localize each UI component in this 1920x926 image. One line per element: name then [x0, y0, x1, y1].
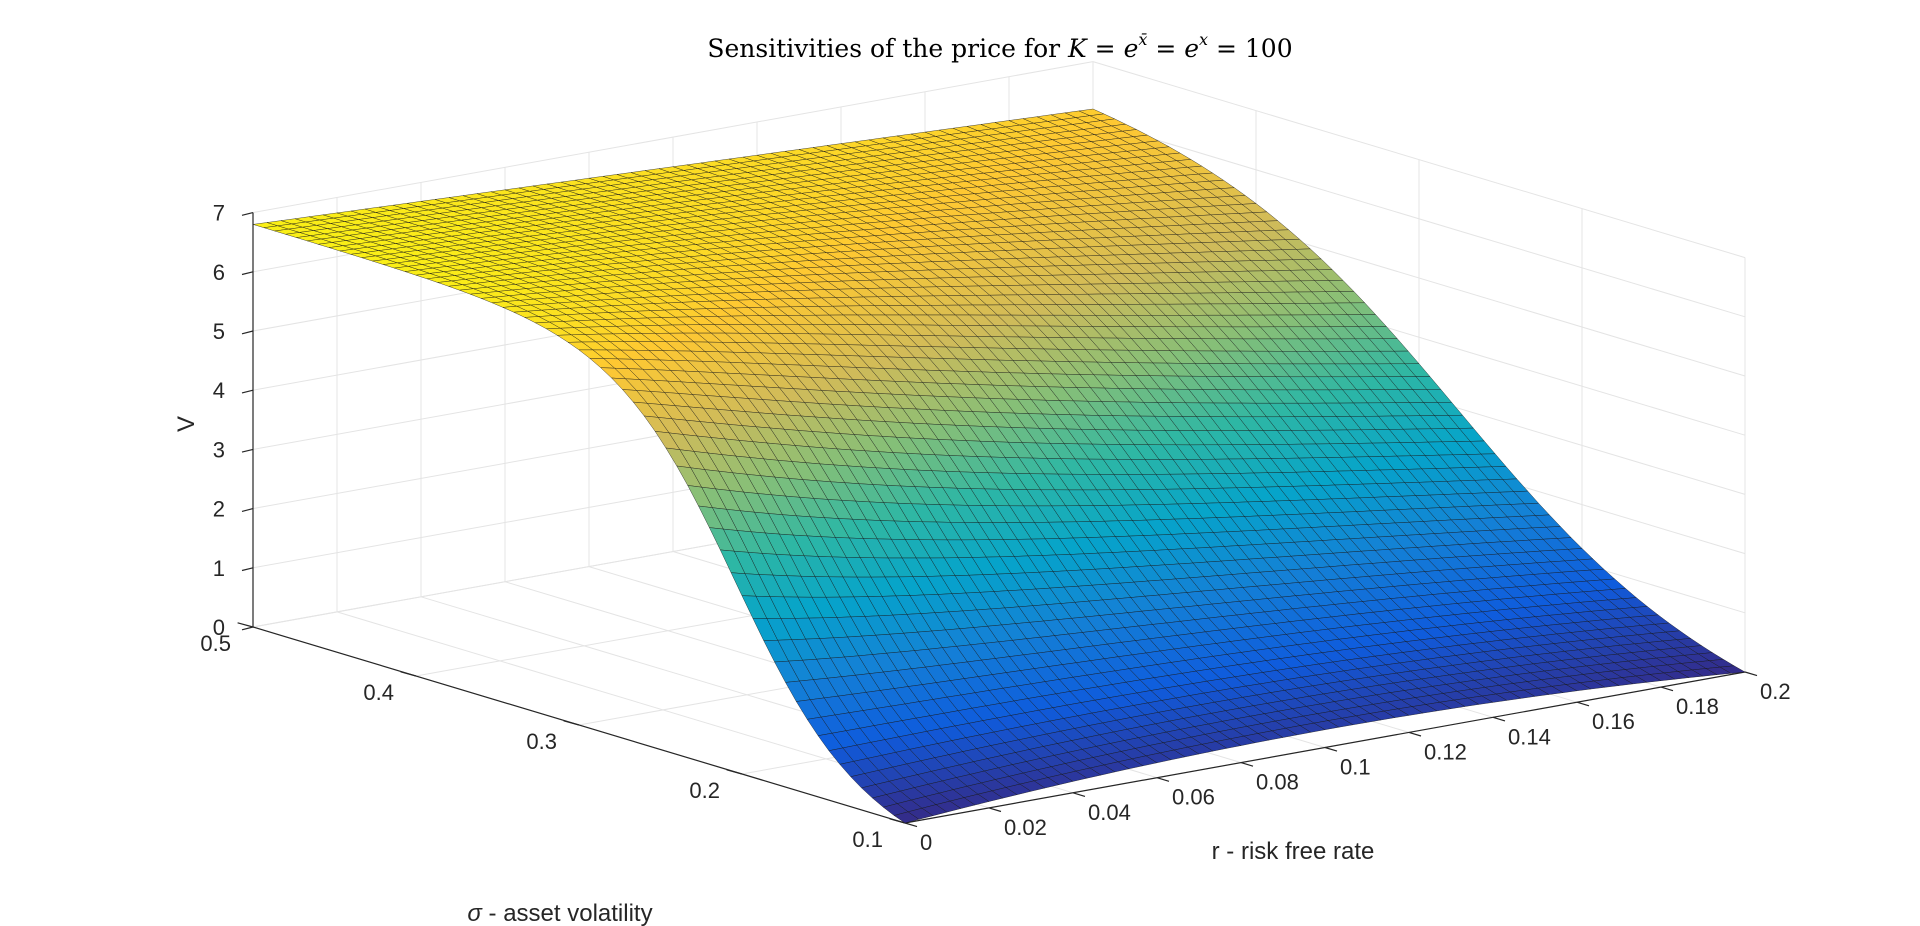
grid-line [1092, 120, 1746, 318]
x-tick-label: 0.1 [1340, 755, 1371, 780]
y-tick-label: 0.1 [852, 827, 883, 852]
x-tick-mark [1324, 746, 1338, 752]
y-tick-mark [237, 622, 254, 628]
z-tick-mark [241, 212, 254, 216]
x-tick-label: 0.2 [1760, 679, 1791, 704]
z-tick-label: 3 [213, 437, 225, 462]
y-tick-label: 0.2 [689, 778, 720, 803]
y-tick-label: 0.5 [200, 631, 231, 656]
grid-line [1092, 61, 1746, 259]
z-tick-mark [241, 448, 254, 453]
x-tick-label: 0.18 [1676, 694, 1719, 719]
tick-labels: 00.020.040.060.080.10.120.140.160.180.20… [200, 201, 1790, 855]
z-tick-mark [241, 271, 254, 276]
y-tick-mark [400, 671, 417, 677]
x-tick-mark [1660, 686, 1674, 692]
x-tick-mark [1492, 716, 1506, 722]
y-axis-label: σ - asset volatility [467, 900, 652, 926]
x-tick-label: 0.16 [1592, 709, 1635, 734]
x-tick-label: 0.08 [1256, 770, 1299, 795]
grid-line [252, 61, 1094, 214]
x-tick-label: 0.04 [1088, 800, 1131, 825]
y-tick-mark [726, 769, 743, 775]
z-tick-label: 5 [213, 319, 225, 344]
z-axis-label: V [173, 416, 200, 432]
x-tick-label: 0.12 [1424, 739, 1467, 764]
chart-title: Sensitivities of the price for K = ex̄ =… [707, 30, 1292, 63]
x-tick-mark [988, 807, 1002, 813]
y-tick-label: 0.3 [526, 729, 557, 754]
x-tick-mark [1072, 792, 1086, 797]
surface-patch [1719, 665, 1746, 674]
z-tick-label: 6 [213, 260, 225, 285]
x-tick-mark [1576, 701, 1590, 707]
x-axis-label: r - risk free rate [1212, 838, 1375, 865]
y-tick-mark [889, 818, 906, 824]
z-tick-label: 0 [213, 615, 225, 640]
x-tick-mark [1156, 777, 1170, 782]
z-tick-mark [241, 567, 254, 572]
y-tick-label: 0.4 [363, 680, 394, 705]
x-tick-label: 0.06 [1172, 785, 1215, 810]
x-tick-mark [1744, 671, 1758, 677]
surface [252, 108, 1746, 824]
y-tick-mark [563, 720, 580, 726]
x-tick-mark [1408, 731, 1422, 737]
z-tick-label: 1 [213, 556, 225, 581]
z-tick-label: 2 [213, 497, 225, 522]
z-tick-mark [241, 508, 254, 512]
z-tick-label: 4 [213, 378, 225, 403]
z-tick-mark [241, 626, 254, 631]
x-tick-label: 0 [920, 830, 932, 855]
z-tick-mark [241, 389, 254, 394]
z-tick-mark [241, 330, 254, 335]
axes-lines [237, 212, 1758, 828]
x-tick-mark [1240, 762, 1254, 767]
x-tick-mark [904, 822, 918, 828]
x-tick-label: 0.14 [1508, 724, 1551, 749]
z-tick-label: 7 [213, 201, 225, 226]
x-tick-label: 0.02 [1004, 815, 1047, 840]
